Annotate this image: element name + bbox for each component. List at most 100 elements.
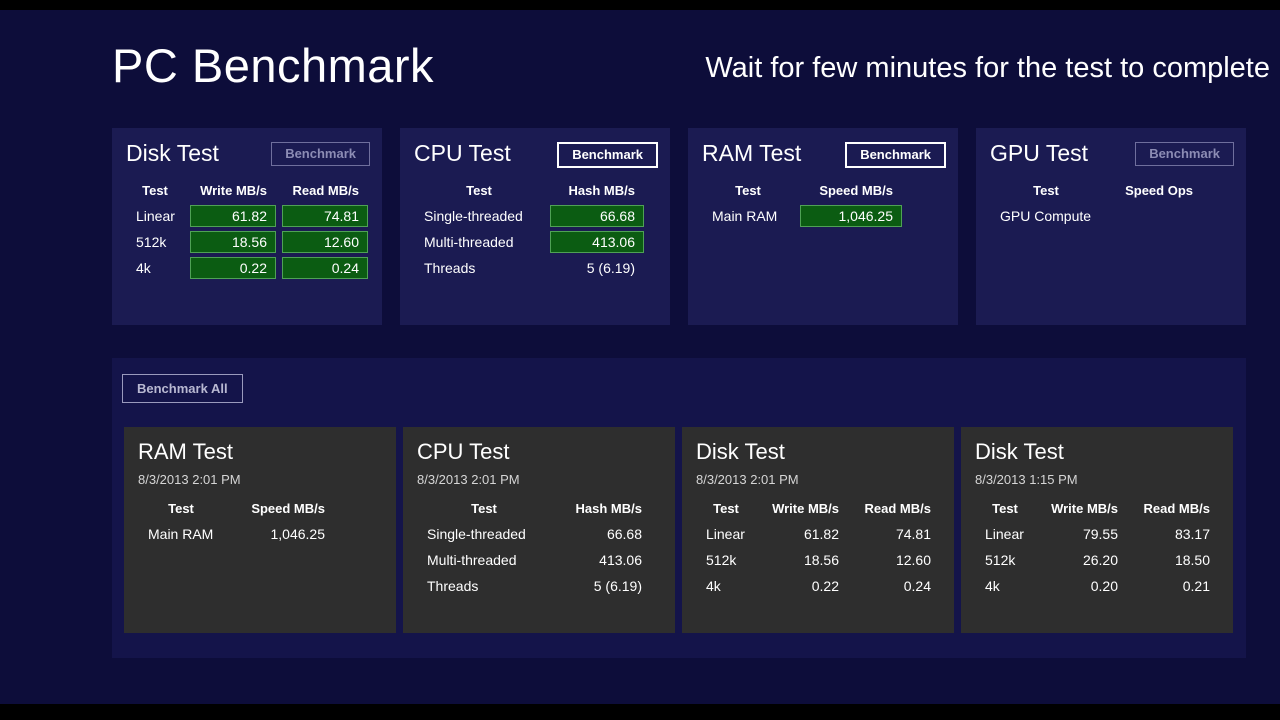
- benchmark-all-button[interactable]: Benchmark All: [122, 374, 243, 403]
- ram-panel-title: RAM Test: [702, 140, 802, 166]
- gpu-results-table: Test Speed Ops GPU Compute: [990, 179, 1232, 229]
- row-label: Linear: [136, 208, 175, 224]
- result-value: 0.22: [190, 257, 276, 279]
- gpu-benchmark-button[interactable]: Benchmark: [1135, 142, 1234, 167]
- history-section: Benchmark All RAM Test 8/3/2013 2:01 PM …: [112, 358, 1246, 658]
- row-label: 512k: [706, 552, 737, 568]
- history-card-ram: RAM Test 8/3/2013 2:01 PM Test Speed MB/…: [124, 427, 396, 633]
- disk-panel-title: Disk Test: [126, 140, 219, 166]
- result-value: 1,046.25: [270, 526, 326, 542]
- result-value: 18.56: [803, 552, 839, 568]
- ram-results-table: Test Speed MB/s Main RAM 1,046.25: [702, 179, 944, 229]
- history-table: Test Hash MB/s Single-threaded 66.68 Mul…: [417, 497, 661, 599]
- result-value: 12.60: [282, 231, 368, 253]
- disk-benchmark-button[interactable]: Benchmark: [271, 142, 370, 167]
- result-value: 26.20: [1082, 552, 1118, 568]
- row-label: Single-threaded: [424, 208, 523, 224]
- column-header-test: Test: [1033, 183, 1059, 198]
- column-header-write: Write MB/s: [772, 501, 839, 516]
- result-value: 1,046.25: [800, 205, 902, 227]
- result-value: 0.22: [811, 578, 839, 594]
- card-title: RAM Test: [138, 439, 233, 464]
- column-header-speed: Speed MB/s: [819, 183, 893, 198]
- column-header-read: Read MB/s: [1143, 501, 1210, 516]
- row-label: 4k: [706, 578, 721, 594]
- column-header-hash: Hash MB/s: [575, 501, 642, 516]
- history-card-row: RAM Test 8/3/2013 2:01 PM Test Speed MB/…: [124, 427, 1233, 633]
- result-value: 12.60: [895, 552, 931, 568]
- column-header-test: Test: [735, 183, 761, 198]
- result-value: 66.68: [606, 526, 642, 542]
- status-message: Wait for few minutes for the test to com…: [705, 52, 1270, 84]
- column-header-write: Write MB/s: [1051, 501, 1118, 516]
- result-value: 5 (6.19): [586, 260, 635, 276]
- column-header-test: Test: [168, 501, 194, 516]
- result-value: 413.06: [550, 231, 644, 253]
- results-panel-row: Disk Test Benchmark Test Write MB/s Read…: [112, 128, 1246, 325]
- row-label: 512k: [136, 234, 167, 250]
- result-value: 61.82: [803, 526, 839, 542]
- card-title: Disk Test: [696, 439, 785, 464]
- row-label: Single-threaded: [427, 526, 526, 542]
- column-header-write: Write MB/s: [200, 183, 267, 198]
- result-value: [1102, 203, 1202, 229]
- column-header-speed: Speed MB/s: [251, 501, 325, 516]
- card-title: CPU Test: [417, 439, 510, 464]
- row-label: 4k: [136, 260, 151, 276]
- letterbox-top: [0, 0, 1280, 10]
- cpu-benchmark-button[interactable]: Benchmark: [557, 142, 658, 169]
- result-value: 5 (6.19): [593, 578, 642, 594]
- row-label: 4k: [985, 578, 1000, 594]
- cpu-test-panel: CPU Test Benchmark Test Hash MB/s Single…: [400, 128, 670, 325]
- row-label: GPU Compute: [1000, 208, 1092, 224]
- history-card-cpu: CPU Test 8/3/2013 2:01 PM Test Hash MB/s…: [403, 427, 675, 633]
- column-header-test: Test: [713, 501, 739, 516]
- result-value: 61.82: [190, 205, 276, 227]
- cpu-results-table: Test Hash MB/s Single-threaded 66.68 Mul…: [414, 179, 656, 281]
- row-label: 512k: [985, 552, 1016, 568]
- result-value: 74.81: [895, 526, 931, 542]
- result-value: 0.20: [1090, 578, 1118, 594]
- column-header-test: Test: [992, 501, 1018, 516]
- column-header-speed: Speed Ops: [1125, 183, 1193, 198]
- row-label: Multi-threaded: [427, 552, 517, 568]
- ram-benchmark-button[interactable]: Benchmark: [845, 142, 946, 169]
- disk-test-panel: Disk Test Benchmark Test Write MB/s Read…: [112, 128, 382, 325]
- row-label: Threads: [427, 578, 479, 594]
- result-value: 18.50: [1174, 552, 1210, 568]
- card-timestamp: 8/3/2013 2:01 PM: [138, 472, 241, 487]
- history-card-disk-1: Disk Test 8/3/2013 2:01 PM Test Write MB…: [682, 427, 954, 633]
- history-table: Test Speed MB/s Main RAM 1,046.25: [138, 497, 382, 547]
- row-label: Main RAM: [712, 208, 778, 224]
- page-title: PC Benchmark: [112, 39, 435, 92]
- gpu-test-panel: GPU Test Benchmark Test Speed Ops GPU Co…: [976, 128, 1246, 325]
- result-value: 74.81: [282, 205, 368, 227]
- row-label: Threads: [424, 260, 476, 276]
- ram-test-panel: RAM Test Benchmark Test Speed MB/s Main …: [688, 128, 958, 325]
- result-value: 0.24: [282, 257, 368, 279]
- result-value: 413.06: [599, 552, 642, 568]
- result-value: 79.55: [1082, 526, 1118, 542]
- card-title: Disk Test: [975, 439, 1064, 464]
- history-table: Test Write MB/s Read MB/s Linear 79.55 8…: [975, 497, 1219, 599]
- cpu-panel-title: CPU Test: [414, 140, 511, 166]
- card-timestamp: 8/3/2013 2:01 PM: [417, 472, 520, 487]
- result-value: 0.24: [903, 578, 931, 594]
- column-header-test: Test: [471, 501, 497, 516]
- row-label: Linear: [706, 526, 745, 542]
- row-label: Main RAM: [148, 526, 214, 542]
- result-value: 0.21: [1182, 578, 1210, 594]
- disk-results-table: Test Write MB/s Read MB/s Linear 61.82 7…: [126, 179, 368, 281]
- row-label: Linear: [985, 526, 1024, 542]
- column-header-test: Test: [142, 183, 168, 198]
- letterbox-bottom: [0, 704, 1280, 720]
- column-header-test: Test: [466, 183, 492, 198]
- result-value: 66.68: [550, 205, 644, 227]
- result-value: 18.56: [190, 231, 276, 253]
- column-header-hash: Hash MB/s: [568, 183, 635, 198]
- gpu-panel-title: GPU Test: [990, 140, 1088, 166]
- column-header-read: Read MB/s: [864, 501, 931, 516]
- result-value: 83.17: [1174, 526, 1210, 542]
- card-timestamp: 8/3/2013 1:15 PM: [975, 472, 1078, 487]
- row-label: Multi-threaded: [424, 234, 514, 250]
